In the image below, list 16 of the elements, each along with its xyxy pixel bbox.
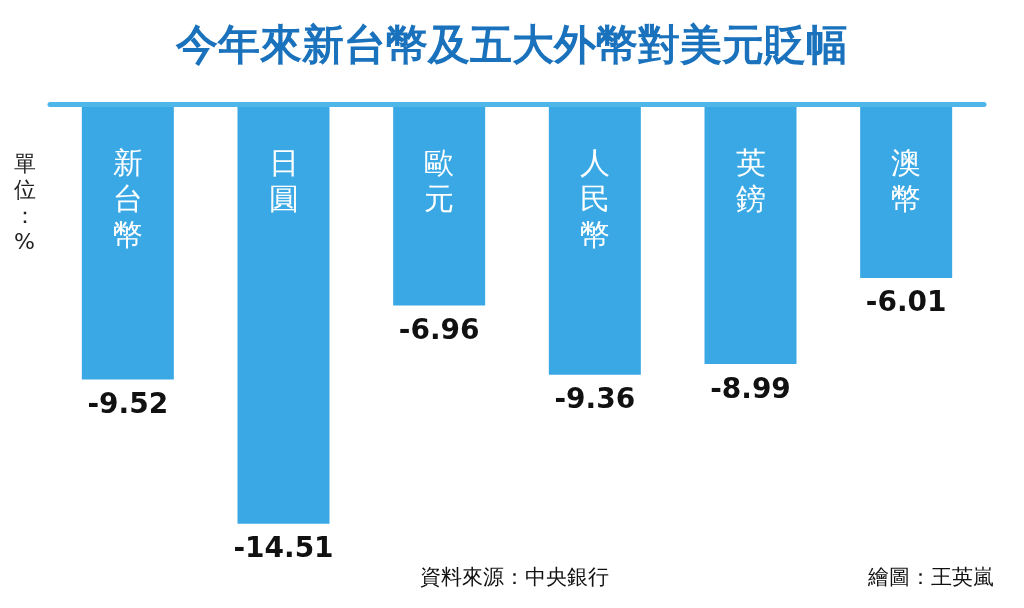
data-label: -6.96 [398,312,480,346]
y-axis-title: 單位：% [14,150,36,254]
x-tick-label: 新台幣 [112,144,143,252]
text: 繪圖：王英嵐 [867,564,994,589]
data-label: -8.99 [710,371,791,405]
data-label: -9.36 [554,382,636,416]
x-tick-label: 歐元 [424,144,455,216]
x-tick-label: 英鎊 [735,144,766,216]
data-label: -6.01 [865,285,947,319]
x-tick-label: 日圓 [268,144,299,216]
x-tick-label: 人民幣 [579,144,610,252]
x-tick-label: 澳幣 [891,144,922,216]
chart-title: 今年來新台幣及五大外幣對美元貶幅 [175,19,848,69]
source-note: 資料來源：中央銀行 [420,564,609,589]
data-label: -9.52 [87,386,169,420]
data-label: -14.51 [233,531,334,565]
